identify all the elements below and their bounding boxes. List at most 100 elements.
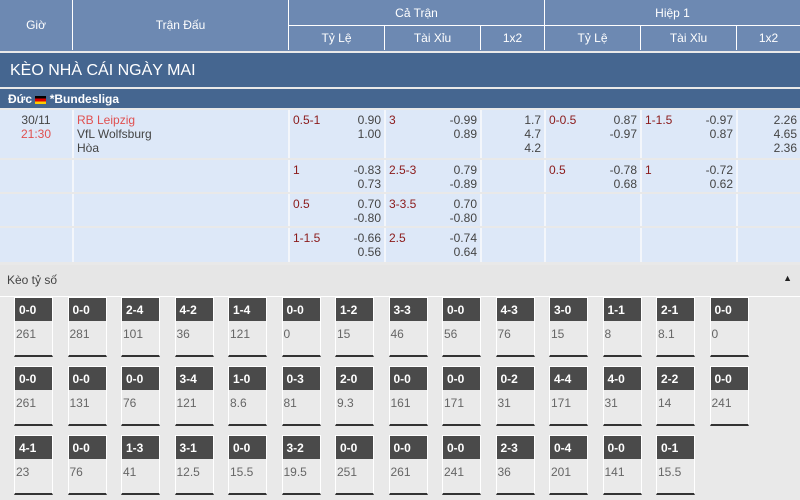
- germany-flag-icon: [35, 95, 47, 104]
- score-odds-item[interactable]: 0-0 251: [335, 435, 374, 495]
- score-odds-item[interactable]: 0-0 76: [121, 366, 160, 426]
- score-odds-item[interactable]: 2-1 8.1: [656, 297, 695, 357]
- score-odds-item[interactable]: 3-1 12.5: [174, 435, 214, 495]
- league-header[interactable]: Đức *Bundesliga: [0, 89, 800, 108]
- score-label: 4-2: [175, 298, 213, 321]
- odds-cell[interactable]: [640, 194, 736, 226]
- odds-cell[interactable]: [736, 160, 800, 192]
- score-odds-item[interactable]: 4-2 36: [174, 297, 214, 357]
- score-odds-item[interactable]: 2-0 9.3: [335, 366, 374, 426]
- score-odds-value: 46: [390, 327, 404, 341]
- score-odds-item[interactable]: 0-0 241: [442, 435, 481, 495]
- score-odds-item[interactable]: 0-0 281: [67, 297, 107, 357]
- score-odds-item[interactable]: 1-4 121: [228, 297, 267, 357]
- league-name: *Bundesliga: [49, 92, 120, 106]
- odds-cell[interactable]: 0-0.5 0.87 -0.97: [544, 110, 640, 158]
- odds-values: 1.7 4.7 4.2: [524, 113, 541, 155]
- score-odds-item[interactable]: 1-2 15: [335, 297, 374, 357]
- score-odds-item[interactable]: 2-2 14: [656, 366, 695, 426]
- score-odds-item[interactable]: 0-0 141: [602, 435, 642, 495]
- score-odds-header[interactable]: Kèo tỷ số ▲: [0, 265, 800, 297]
- subheader-col: 1x2: [736, 25, 800, 50]
- score-odds-item[interactable]: 0-0 261: [14, 297, 53, 357]
- score-odds-item[interactable]: 0-3 81: [281, 366, 321, 426]
- score-odds-item[interactable]: 3-2 19.5: [281, 435, 321, 495]
- subheader-col: Tài Xỉu: [384, 25, 480, 50]
- score-odds-item[interactable]: 1-1 8: [602, 297, 642, 357]
- odds-cell[interactable]: 1 -0.83 0.73: [288, 160, 384, 192]
- score-label: 3-0: [550, 298, 587, 321]
- score-odds-item[interactable]: 3-0 15: [549, 297, 588, 357]
- score-odds-item[interactable]: 1-3 41: [121, 435, 160, 495]
- odds-cell[interactable]: [480, 228, 544, 262]
- score-odds-item[interactable]: 3-3 46: [388, 297, 428, 357]
- score-odds-item[interactable]: 0-1 15.5: [656, 435, 695, 495]
- score-odds-item[interactable]: 3-4 121: [174, 366, 214, 426]
- score-odds-item[interactable]: 0-0 261: [14, 366, 53, 426]
- odds-values: -0.78 0.68: [609, 163, 637, 191]
- score-label: 0-3: [282, 367, 320, 390]
- score-odds-item[interactable]: 0-0 171: [442, 366, 481, 426]
- handicap-line: 1: [645, 163, 652, 177]
- odds-cell[interactable]: [544, 228, 640, 262]
- odds-cell[interactable]: 2.26 4.65 2.36: [736, 110, 800, 158]
- handicap-line: 0.5-1: [293, 113, 321, 127]
- odds-cell[interactable]: 2.5-3 0.79 -0.89: [384, 160, 480, 192]
- odds-cell[interactable]: 3-3.5 0.70 -0.80: [384, 194, 480, 226]
- odds-cell[interactable]: [480, 160, 544, 192]
- odds-cell[interactable]: 0.5 -0.78 0.68: [544, 160, 640, 192]
- score-odds-item[interactable]: 0-0 15.5: [228, 435, 267, 495]
- score-odds-item[interactable]: 0-2 31: [495, 366, 535, 426]
- score-odds-item[interactable]: 0-0 161: [388, 366, 428, 426]
- odds-cell[interactable]: 0.5 0.70 -0.80: [288, 194, 384, 226]
- odds-cell[interactable]: 1.7 4.7 4.2: [480, 110, 544, 158]
- score-odds-item[interactable]: 1-0 8.6: [228, 366, 267, 426]
- score-label: 0-4: [550, 436, 587, 459]
- home-team[interactable]: RB Leipzig: [77, 113, 136, 127]
- score-label: 0-0: [389, 367, 427, 390]
- score-odds-item[interactable]: 0-0 0: [281, 297, 321, 357]
- score-odds-item[interactable]: 4-4 171: [549, 366, 588, 426]
- odds-cell[interactable]: 0.5-1 0.90 1.00: [288, 110, 384, 158]
- odds-cell[interactable]: [736, 194, 800, 226]
- score-odds-item[interactable]: 4-0 31: [602, 366, 642, 426]
- score-odds-item[interactable]: 0-0 0: [709, 297, 749, 357]
- odds-cell[interactable]: [480, 194, 544, 226]
- score-label: 2-2: [657, 367, 694, 390]
- score-odds-item[interactable]: 2-4 101: [121, 297, 160, 357]
- score-label: 0-0: [15, 298, 52, 321]
- score-odds-value: 0: [711, 327, 719, 341]
- score-odds-value: 121: [230, 327, 251, 341]
- odds-cell[interactable]: 1 -0.72 0.62: [640, 160, 736, 192]
- score-label: 2-4: [122, 298, 159, 321]
- odds-values: 0.70 -0.80: [353, 197, 381, 225]
- score-odds-value: 261: [16, 327, 37, 341]
- score-odds-item[interactable]: 4-1 23: [14, 435, 53, 495]
- odds-cell[interactable]: 1-1.5 -0.97 0.87: [640, 110, 736, 158]
- empty-cell: [72, 160, 288, 192]
- away-team[interactable]: VfL Wolfsburg: [77, 127, 152, 141]
- score-label: 0-0: [389, 436, 427, 459]
- odds-cell[interactable]: 2.5 -0.74 0.64: [384, 228, 480, 262]
- score-odds-item[interactable]: 0-0 261: [388, 435, 428, 495]
- score-odds-item[interactable]: 4-3 76: [495, 297, 535, 357]
- score-label: 0-0: [710, 367, 748, 390]
- odds-values: 0.87 -0.97: [609, 113, 637, 141]
- header-match: Trận Đấu: [72, 0, 288, 50]
- score-odds-item[interactable]: 2-3 36: [495, 435, 535, 495]
- score-label: 2-1: [657, 298, 694, 321]
- score-odds-item[interactable]: 0-0 241: [709, 366, 749, 426]
- odds-values: 0.79 -0.89: [449, 163, 477, 191]
- score-odds-item[interactable]: 0-4 201: [549, 435, 588, 495]
- odds-cell[interactable]: 3 -0.99 0.89: [384, 110, 480, 158]
- score-odds-item[interactable]: 0-0 56: [442, 297, 481, 357]
- score-odds-item[interactable]: 0-0 76: [67, 435, 107, 495]
- odds-cell[interactable]: [736, 228, 800, 262]
- score-label: 0-0: [710, 298, 748, 321]
- odds-cell[interactable]: [640, 228, 736, 262]
- score-odds-value: 8.1: [658, 327, 675, 341]
- odds-cell[interactable]: 1-1.5 -0.66 0.56: [288, 228, 384, 262]
- triangle-up-icon[interactable]: ▲: [783, 273, 792, 283]
- odds-cell[interactable]: [544, 194, 640, 226]
- score-odds-item[interactable]: 0-0 131: [67, 366, 107, 426]
